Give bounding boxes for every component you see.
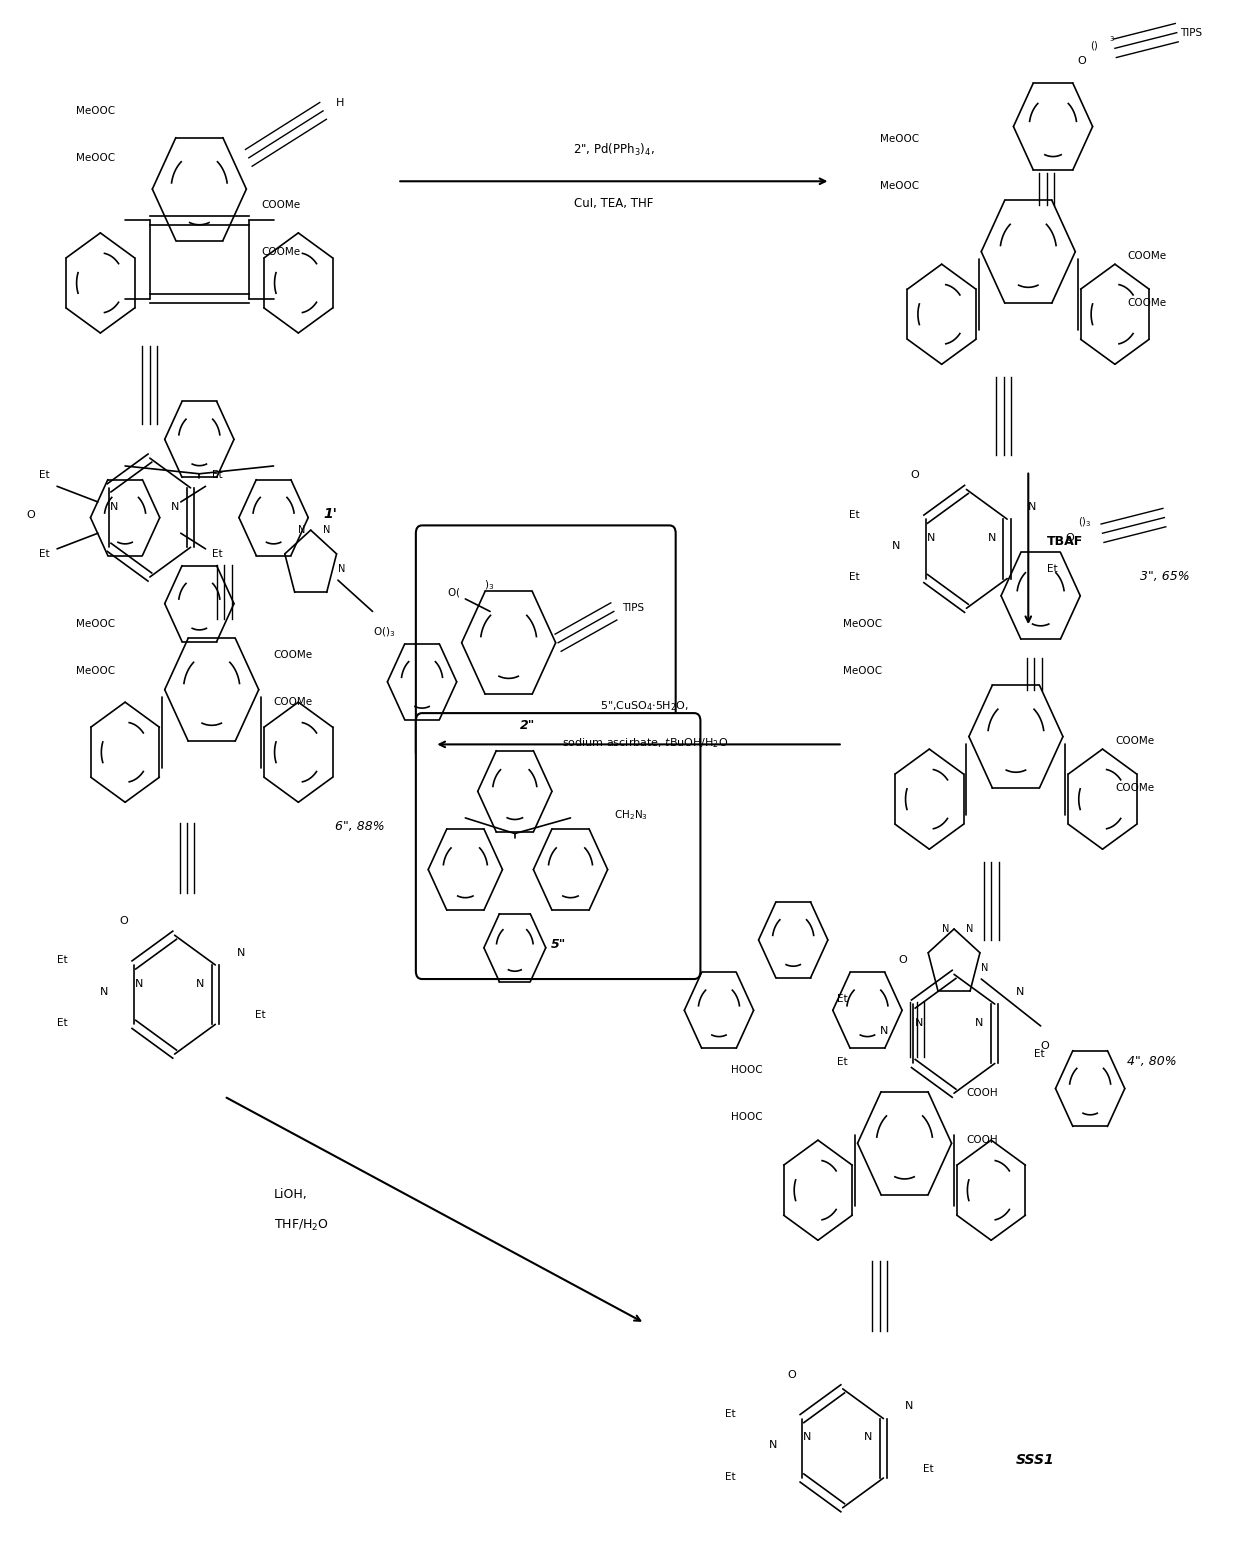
Text: MeOOC: MeOOC [76,154,115,163]
Text: N: N [981,964,988,973]
Text: MeOOC: MeOOC [76,666,115,675]
Text: Et: Et [849,572,859,583]
Text: N: N [804,1432,811,1443]
Text: N: N [299,525,306,536]
Text: N: N [880,1026,888,1036]
Text: N: N [1016,987,1024,997]
Text: O: O [26,509,35,520]
Text: MeOOC: MeOOC [880,182,919,191]
Text: Et: Et [837,995,847,1004]
Text: MeOOC: MeOOC [76,619,115,628]
Text: MeOOC: MeOOC [76,107,115,116]
Text: 4", 80%: 4", 80% [1127,1055,1177,1069]
Text: COOMe: COOMe [262,199,300,210]
Text: N: N [864,1432,872,1443]
Text: N: N [914,1019,923,1028]
Text: H: H [336,99,343,108]
Text: COOMe: COOMe [274,697,312,707]
Text: N: N [171,501,180,512]
Text: CuI, TEA, THF: CuI, TEA, THF [574,197,653,210]
Text: N: N [135,979,144,989]
Text: N: N [941,925,949,934]
Text: Et: Et [255,1011,265,1020]
Text: $\mathsf{(}$): $\mathsf{(}$) [1090,39,1099,52]
Text: COOMe: COOMe [274,650,312,660]
Text: N: N [196,979,205,989]
Text: N: N [1028,501,1037,512]
Text: Et: Et [849,509,859,520]
Text: sodium ascirbate, $t$BuOH/H$_2$O: sodium ascirbate, $t$BuOH/H$_2$O [562,736,728,751]
Text: HOOC: HOOC [732,1113,763,1122]
Text: O: O [1065,533,1074,544]
Text: $\mathsf{(}$)$_3$: $\mathsf{(}$)$_3$ [1078,516,1091,530]
Text: O: O [119,917,128,926]
Text: N: N [926,533,935,544]
Text: Et: Et [57,956,68,965]
Text: Et: Et [212,470,222,481]
Text: 5",CuSO$_4$$\cdot$5H$_2$O,: 5",CuSO$_4$$\cdot$5H$_2$O, [600,699,689,713]
Text: 5": 5" [551,937,565,951]
Text: 1': 1' [324,506,337,520]
Text: N: N [904,1401,913,1412]
Text: Et: Et [725,1471,735,1481]
Text: Et: Et [923,1464,934,1473]
Text: N: N [324,525,330,536]
Text: N: N [110,501,119,512]
Text: MeOOC: MeOOC [843,666,882,675]
Text: Et: Et [1034,1050,1045,1059]
Text: Et: Et [725,1409,735,1420]
Text: COOMe: COOMe [1115,736,1154,746]
Text: COOH: COOH [966,1135,998,1145]
Text: O: O [1040,1042,1049,1051]
Text: COOH: COOH [966,1089,998,1098]
Text: N: N [975,1019,983,1028]
Text: N: N [769,1440,776,1451]
Text: THF/H$_2$O: THF/H$_2$O [274,1218,329,1233]
FancyBboxPatch shape [415,525,676,760]
Text: Et: Et [837,1058,847,1067]
Text: HOOC: HOOC [732,1066,763,1075]
Text: COOMe: COOMe [1127,251,1167,262]
Text: 2": 2" [520,719,534,732]
Text: O: O [910,470,920,481]
Text: COOMe: COOMe [1127,298,1167,309]
Text: O$\mathsf{(}$: O$\mathsf{(}$ [446,586,460,599]
Text: )$_3$: )$_3$ [484,578,494,592]
Text: N: N [100,987,109,997]
Text: O: O [898,956,908,965]
Text: 2", Pd(PPh$_3$)$_4$,: 2", Pd(PPh$_3$)$_4$, [573,141,655,158]
Text: CH$_2$N$_3$: CH$_2$N$_3$ [614,809,647,821]
Text: N: N [893,541,900,552]
Text: COOMe: COOMe [262,246,300,257]
FancyBboxPatch shape [415,713,701,979]
Text: O$\mathsf{(}$)$_3$: O$\mathsf{(}$)$_3$ [372,625,396,639]
Text: O: O [1078,56,1086,66]
Text: SSS1: SSS1 [1016,1453,1054,1467]
Text: TIPS: TIPS [1180,28,1203,38]
Text: Et: Et [212,548,222,559]
Text: TBAF: TBAF [1047,534,1083,547]
Text: TIPS: TIPS [622,603,645,613]
Text: N: N [339,564,345,575]
Text: Et: Et [38,470,50,481]
Text: MeOOC: MeOOC [843,619,882,628]
Text: MeOOC: MeOOC [880,135,919,144]
Text: O: O [787,1370,796,1381]
Text: Et: Et [38,548,50,559]
Text: $_3$: $_3$ [1109,34,1115,44]
Text: N: N [237,948,244,957]
Text: N: N [987,533,996,544]
Text: COOMe: COOMe [1115,784,1154,793]
Text: Et: Et [57,1019,68,1028]
Text: 6", 88%: 6", 88% [336,821,386,834]
Text: Et: Et [1047,564,1058,575]
Text: LiOH,: LiOH, [274,1188,308,1200]
Text: N: N [966,925,973,934]
Text: 3", 65%: 3", 65% [1140,570,1189,583]
